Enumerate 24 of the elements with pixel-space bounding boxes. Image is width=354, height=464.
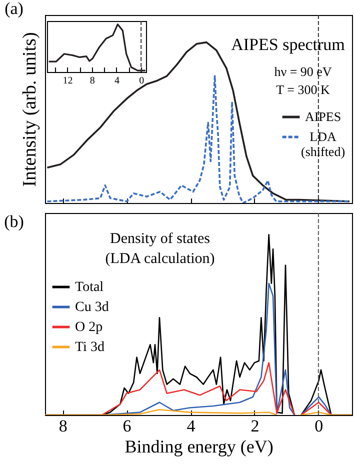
x-axis-title: Binding energy (eV): [124, 436, 274, 456]
y-axis-title: Intensity (arb. units): [20, 32, 40, 187]
annotation: Density of states: [110, 231, 210, 247]
x-tick-label: 12: [62, 76, 73, 86]
legend-label: Ti 3d: [75, 340, 104, 355]
x-tick-label: 8: [58, 416, 68, 436]
legend-label: Cu 3d: [75, 300, 109, 315]
x-tick-label: 4: [114, 76, 120, 86]
x-tick-label: 0: [139, 76, 144, 86]
x-tick-label: 4: [186, 416, 196, 436]
x-tick-label: 6: [122, 416, 132, 436]
legend-label: AIPES: [304, 109, 342, 124]
annotation: (LDA calculation): [105, 251, 215, 267]
x-tick-label: 8: [90, 76, 95, 86]
annotation: AIPES spectrum: [231, 35, 345, 54]
legend-label: LDA (shifted): [300, 129, 346, 159]
legend-label: Total: [75, 280, 104, 295]
text: (b): [4, 212, 24, 231]
legend-label: O 2p: [75, 320, 103, 335]
x-tick-label: 2: [250, 416, 260, 436]
annotation: T = 300 K: [276, 82, 330, 97]
text: (a): [4, 0, 24, 18]
annotation: hν = 90 eV: [274, 64, 332, 79]
x-tick-label: 0: [314, 416, 324, 436]
